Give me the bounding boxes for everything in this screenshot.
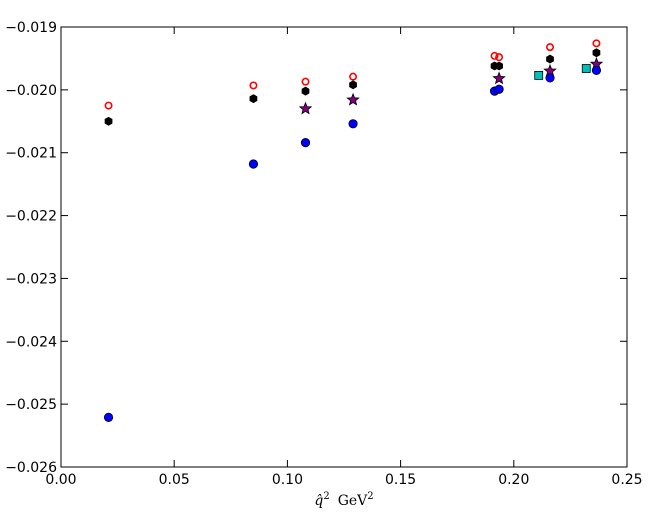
data-point-filled-circle (348, 119, 358, 129)
x-tick-label: 0.00 (45, 472, 76, 488)
y-tick-label: −0.025 (5, 397, 57, 413)
y-tick-label: −0.026 (5, 460, 57, 476)
data-point-hexagon (249, 94, 258, 104)
data-point-open-circle (349, 72, 358, 81)
y-tick-label: −0.020 (5, 83, 57, 99)
data-point-open-circle (249, 81, 258, 90)
x-axis-label-quantity-power: 2 (323, 491, 329, 502)
data-point-open-circle (301, 77, 310, 86)
data-point-star (492, 71, 506, 85)
x-tick-label: 0.15 (385, 472, 416, 488)
x-axis-label-quantity: q̂ (314, 493, 323, 509)
y-tick-label: −0.019 (5, 20, 57, 36)
data-point-hexagon (495, 61, 503, 71)
data-point-open-circle (490, 51, 499, 60)
axis-ticks: 0.00 0.05 0.10 0.15 0.20 0.25 −0.026 −0.025 −0.0… (5, 20, 642, 488)
data-point-filled-circle (545, 73, 555, 83)
y-tick-label: −0.024 (5, 334, 57, 350)
data-point-square (581, 64, 591, 73)
x-axis-label-unit-power: 2 (367, 491, 373, 502)
x-tick-label: 0.25 (611, 472, 642, 488)
data-point-filled-circle (494, 84, 504, 94)
y-tick-label: −0.022 (5, 209, 57, 225)
data-point-hexagon (104, 116, 113, 126)
y-tick-label: −0.023 (5, 271, 57, 287)
data-point-filled-circle (591, 65, 602, 75)
data-point-open-circle (495, 53, 504, 62)
data-point-star (298, 101, 313, 115)
data-point-square (534, 71, 544, 80)
x-tick-label: 0.10 (272, 472, 303, 488)
data-point-open-circle (546, 43, 555, 52)
x-tick-label: 0.05 (159, 472, 190, 488)
data-point-star (346, 92, 360, 106)
data-point-hexagon (301, 86, 310, 96)
plot-area-frame (60, 26, 628, 468)
x-tick-label: 0.20 (498, 472, 529, 488)
y-tick-label: −0.021 (5, 146, 57, 162)
data-point-filled-circle (103, 412, 114, 422)
data-point-hexagon (349, 80, 357, 90)
x-axis-label-unit: GeV (338, 493, 368, 509)
data-points (103, 39, 604, 422)
x-axis-label: q̂2 GeV2 (314, 491, 373, 509)
data-point-filled-circle (248, 159, 259, 169)
data-point-open-circle (104, 101, 113, 110)
data-point-filled-circle (300, 138, 311, 148)
data-point-hexagon (592, 48, 601, 58)
data-point-open-circle (592, 39, 601, 48)
data-point-hexagon (546, 54, 554, 64)
